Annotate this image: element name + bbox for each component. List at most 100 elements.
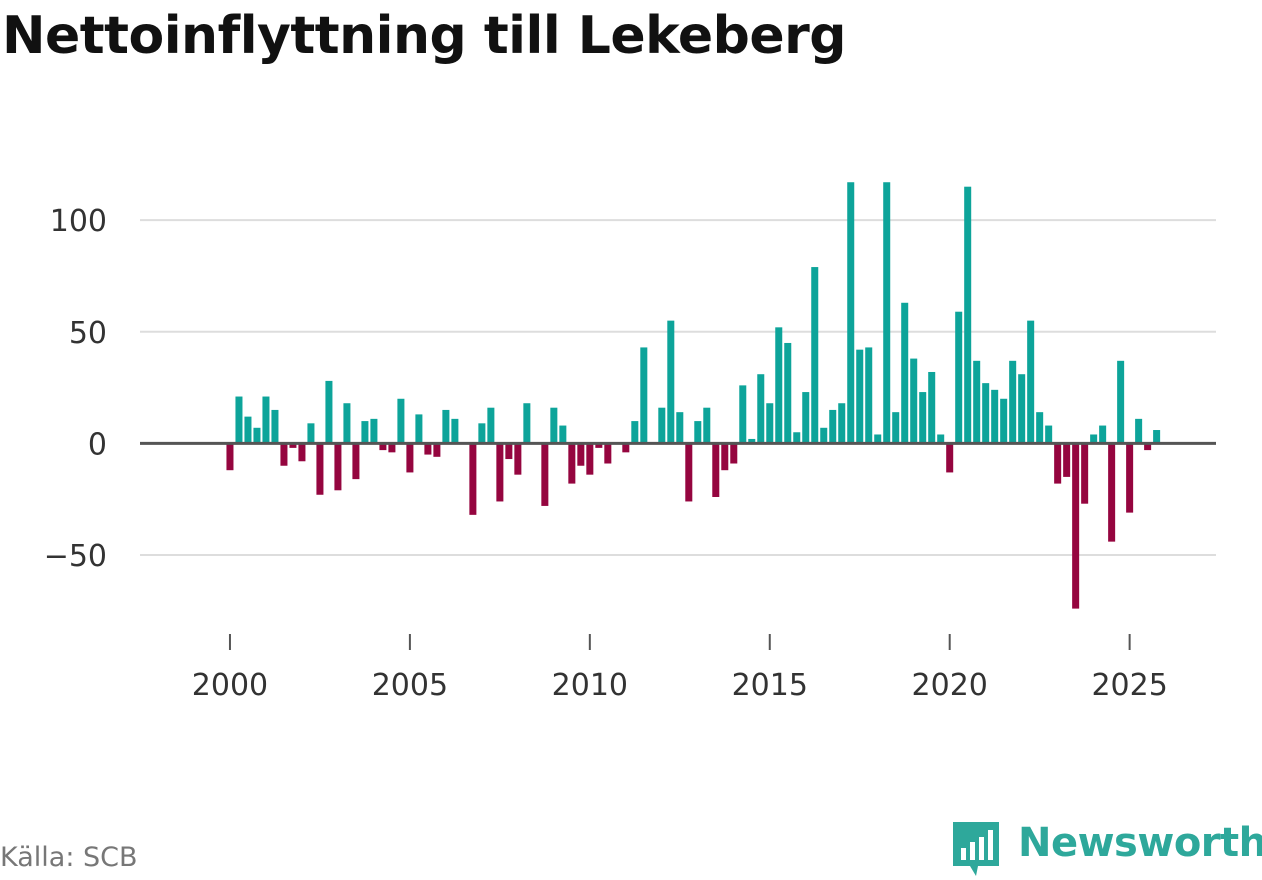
bar <box>1027 320 1035 444</box>
bar <box>847 182 855 444</box>
bar <box>802 392 810 444</box>
bar <box>442 409 450 444</box>
y-tick-label: 100 <box>50 204 107 239</box>
bar <box>811 267 819 444</box>
bar <box>1081 443 1089 504</box>
grid-lines <box>140 219 1216 557</box>
brand-name: Newsworthy <box>1018 820 1262 866</box>
y-axis: −50 0 50 100 <box>44 204 107 574</box>
bar <box>838 403 846 444</box>
chart-title: Nettoinflyttning till Lekeberg <box>2 6 846 66</box>
x-tick-label: 2005 <box>372 668 448 703</box>
x-tick-label: 2015 <box>732 668 808 703</box>
bar <box>955 311 963 444</box>
bar <box>883 182 891 444</box>
bar <box>388 443 396 453</box>
bar <box>820 427 828 444</box>
bar <box>919 392 927 444</box>
bar <box>307 423 315 444</box>
bar <box>667 320 675 444</box>
bar <box>766 403 774 444</box>
x-axis: 2000 2005 2010 2015 2020 2025 <box>192 634 1168 703</box>
bar <box>757 374 765 444</box>
bar <box>730 443 738 464</box>
bar <box>496 443 504 502</box>
y-tick-label: 50 <box>69 316 107 351</box>
bar <box>262 396 270 444</box>
bar <box>523 403 531 444</box>
x-tick-label: 2010 <box>552 668 628 703</box>
x-tick-label: 2025 <box>1091 668 1167 703</box>
bar <box>793 432 801 444</box>
bar <box>1144 443 1152 451</box>
bar <box>1045 425 1053 444</box>
bar <box>424 443 432 455</box>
bar <box>505 443 513 460</box>
bar <box>892 412 900 444</box>
bar <box>1072 443 1080 609</box>
bar <box>712 443 720 497</box>
bar <box>1063 443 1071 477</box>
bar <box>937 434 945 444</box>
bar <box>415 414 423 444</box>
bar <box>631 421 639 444</box>
bar <box>1036 412 1044 444</box>
bar <box>586 443 594 475</box>
bar <box>1009 360 1017 444</box>
bar <box>1054 443 1062 484</box>
bar <box>721 443 729 471</box>
bar <box>226 443 234 471</box>
bar <box>361 421 369 444</box>
bar <box>271 409 279 444</box>
bar <box>1090 434 1098 444</box>
bar <box>676 412 684 444</box>
bar <box>559 425 567 444</box>
bar <box>739 385 747 444</box>
bar <box>1108 443 1116 542</box>
bar <box>604 443 612 464</box>
bar <box>982 383 990 444</box>
bar <box>469 443 477 515</box>
bar <box>1099 425 1107 444</box>
bar <box>622 443 630 453</box>
bar <box>514 443 522 475</box>
bar <box>550 407 558 444</box>
bar <box>910 358 918 444</box>
bar <box>1000 398 1008 444</box>
bar <box>1126 443 1134 513</box>
bar <box>658 407 666 444</box>
bar <box>253 427 261 444</box>
bar <box>298 443 306 462</box>
bar <box>1117 360 1125 444</box>
bar <box>694 421 702 444</box>
bar <box>433 443 441 457</box>
bar <box>865 347 873 444</box>
bar <box>280 443 288 466</box>
bar <box>784 342 792 444</box>
bar <box>901 302 909 444</box>
bar <box>478 423 486 444</box>
x-tick-label: 2000 <box>192 668 268 703</box>
bar <box>244 416 252 444</box>
y-tick-label: 0 <box>88 427 107 462</box>
bar <box>856 349 864 444</box>
bar <box>1018 374 1026 444</box>
bar <box>343 403 351 444</box>
newsworthy-logo-icon <box>953 822 999 876</box>
bar <box>397 398 405 444</box>
bar <box>775 327 783 444</box>
bar <box>685 443 693 502</box>
x-tick-label: 2020 <box>912 668 988 703</box>
bar <box>973 360 981 444</box>
bar <box>1135 418 1143 444</box>
source-note: Källa: SCB <box>0 842 138 873</box>
bar <box>595 443 603 448</box>
bar <box>370 418 378 444</box>
bar <box>235 396 243 444</box>
bar <box>874 434 882 444</box>
bar <box>406 443 414 473</box>
bar <box>487 407 495 444</box>
bar <box>289 443 297 448</box>
bar <box>325 380 333 444</box>
